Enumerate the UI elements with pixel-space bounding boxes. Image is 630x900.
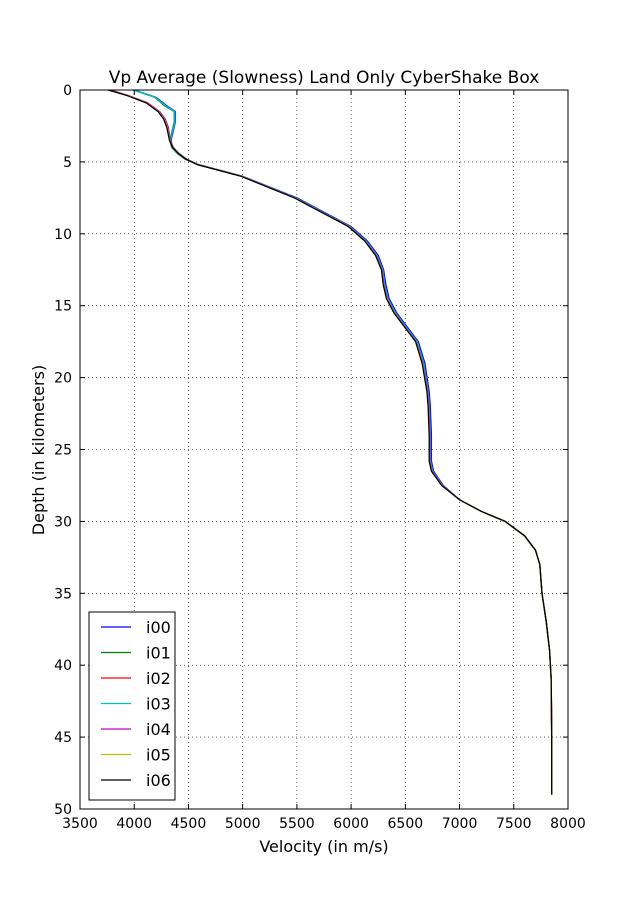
legend-label-i03: i03 [146, 695, 171, 714]
axis-ticks: 3500 4000 4500 5000 5500 6000 6500 7000 7500 8000… [54, 83, 586, 832]
legend-label-i00: i00 [146, 618, 171, 637]
y-tick-label: 45 [54, 730, 72, 746]
legend-label-i06: i06 [146, 771, 171, 790]
grid [80, 90, 568, 809]
y-tick-label: 20 [54, 371, 72, 387]
legend: i00 i01 i02 i03 i04 i05 i06 [88, 611, 176, 801]
x-tick-label: 8000 [550, 816, 586, 832]
legend-label-i04: i04 [146, 720, 171, 739]
x-tick-label: 3500 [62, 816, 98, 832]
x-tick-label: 6000 [333, 816, 369, 832]
legend-label-i02: i02 [146, 669, 171, 688]
y-tick-label: 10 [54, 227, 72, 243]
x-tick-label: 7500 [496, 816, 532, 832]
y-tick-label: 5 [63, 155, 72, 171]
x-axis-label: Velocity (in m/s) [259, 837, 388, 856]
x-tick-label: 5000 [225, 816, 261, 832]
legend-label-i05: i05 [146, 746, 171, 765]
series-lines [108, 89, 553, 795]
y-tick-label: 15 [54, 299, 72, 315]
x-tick-label: 6500 [388, 816, 424, 832]
y-tick-label: 30 [54, 514, 72, 530]
y-tick-label: 25 [54, 443, 72, 459]
x-tick-label: 5500 [279, 816, 315, 832]
y-tick-label: 50 [54, 802, 72, 818]
x-tick-label: 4500 [171, 816, 207, 832]
x-tick-label: 4000 [116, 816, 152, 832]
y-axis-label: Depth (in kilometers) [29, 365, 48, 535]
series-line-i06 [108, 89, 553, 795]
chart-title: Vp Average (Slowness) Land Only CyberSha… [109, 68, 540, 88]
x-tick-label: 7000 [442, 816, 478, 832]
y-tick-label: 40 [54, 658, 72, 674]
legend-box [88, 611, 176, 801]
y-tick-label: 35 [54, 586, 72, 602]
legend-label-i01: i01 [146, 644, 171, 663]
y-tick-label: 0 [63, 83, 72, 99]
